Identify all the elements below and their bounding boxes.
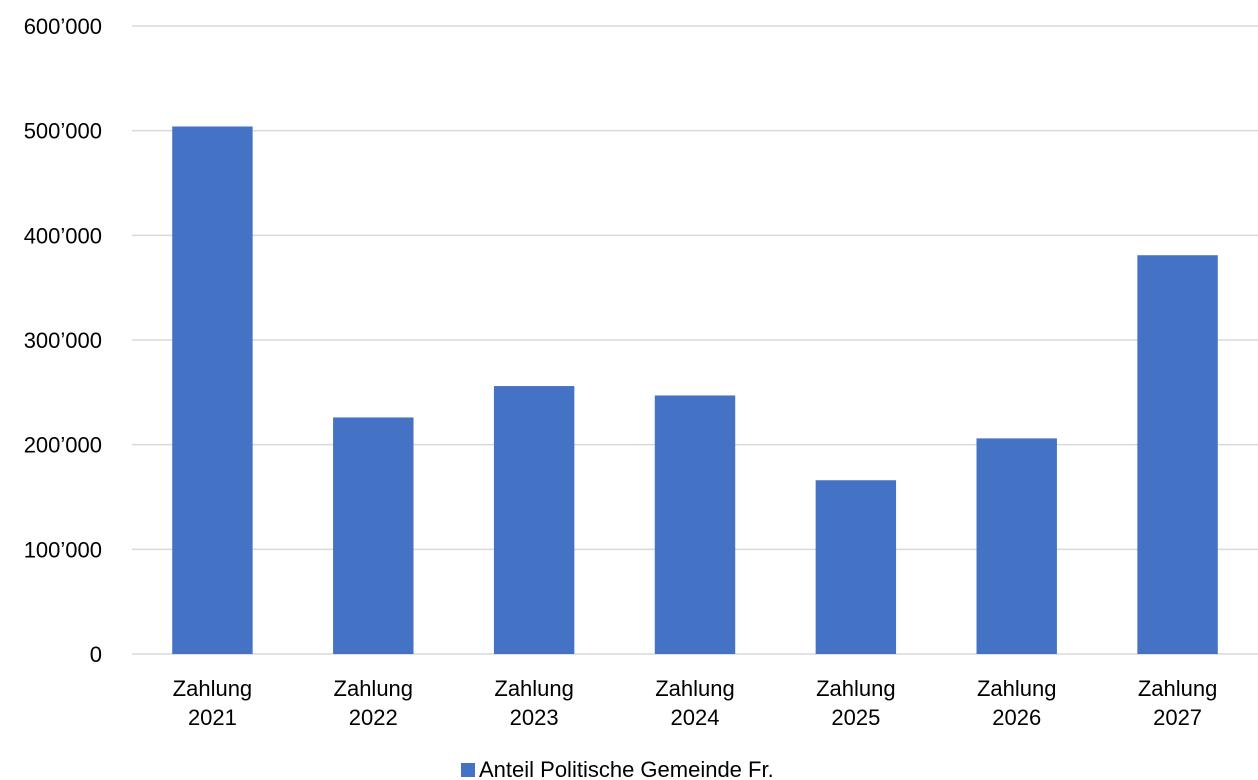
y-tick-label: 200’000 (24, 433, 102, 458)
y-tick-label: 600’000 (24, 14, 102, 39)
x-category-label-line: Zahlung (655, 676, 735, 701)
x-category-label-line: 2022 (349, 705, 398, 730)
bars (172, 126, 1218, 655)
y-tick-label: 100’000 (24, 537, 102, 562)
y-tick-label: 300’000 (24, 328, 102, 353)
x-category-label-line: Zahlung (816, 676, 896, 701)
bar (815, 480, 897, 654)
x-category-label-line: 2025 (831, 705, 880, 730)
y-tick-label: 0 (90, 642, 102, 667)
legend-swatch (461, 763, 475, 777)
x-category-label-line: Zahlung (334, 676, 414, 701)
x-category-label: Zahlung 2026 (977, 676, 1057, 730)
y-tick-label: 400’000 (24, 223, 102, 248)
x-category-label-line: Zahlung (1138, 676, 1218, 701)
x-category-label: Zahlung 2022 (334, 676, 414, 730)
x-category-label: Zahlung 2024 (655, 676, 735, 730)
x-category-label-line: 2026 (992, 705, 1041, 730)
x-category-label: Zahlung 2023 (494, 676, 574, 730)
x-category-label-line: 2021 (188, 705, 237, 730)
y-axis-tick-labels: 0 100’000 200’000 300’000 400’000 500’000 600’… (24, 14, 102, 667)
x-category-label: Zahlung 2027 (1138, 676, 1218, 730)
bar (333, 417, 414, 654)
bar (976, 438, 1057, 654)
bar (493, 386, 575, 654)
x-category-label-line: Zahlung (494, 676, 574, 701)
bar (654, 395, 736, 654)
bar (172, 126, 253, 655)
x-category-label: Zahlung 2025 (816, 676, 896, 730)
x-category-label-line: Zahlung (173, 676, 253, 701)
x-category-label: Zahlung 2021 (173, 676, 253, 730)
x-category-label-line: Zahlung (977, 676, 1057, 701)
legend-label: Anteil Politische Gemeinde Fr. (479, 757, 774, 780)
x-category-label-line: 2024 (671, 705, 720, 730)
y-tick-label: 500’000 (24, 119, 102, 144)
x-category-label-line: 2023 (510, 705, 559, 730)
x-category-label-line: 2027 (1153, 705, 1202, 730)
bar (1137, 255, 1218, 654)
legend: Anteil Politische Gemeinde Fr. (461, 757, 774, 780)
